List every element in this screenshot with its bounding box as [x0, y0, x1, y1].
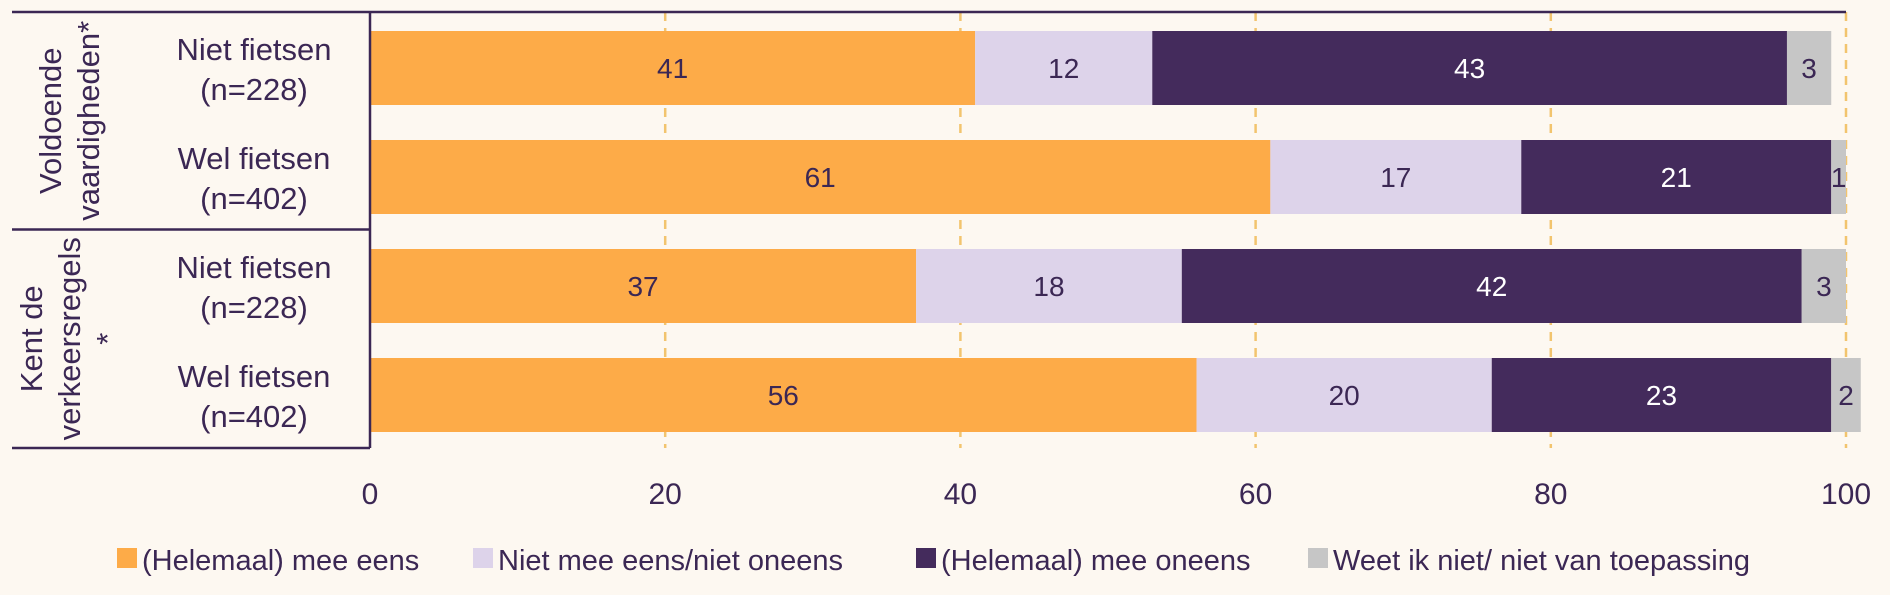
bar-g0-c1-s2 — [1521, 140, 1832, 214]
data-label-g1-c1-s2: 23 — [1646, 380, 1677, 411]
data-label-g1-c0-s2: 42 — [1476, 271, 1507, 302]
group-label-g1-line2: * — [90, 333, 125, 345]
legend-label-0: (Helemaal) mee eens — [142, 545, 419, 577]
data-label-g1-c1-s1: 20 — [1329, 380, 1360, 411]
x-tick-label-0: 0 — [362, 478, 379, 511]
bar-g1-c1-s1 — [1196, 358, 1492, 432]
bar-g0-c0-s3 — [1786, 31, 1832, 105]
category-label-g1-c0-line0: Niet fietsen — [176, 250, 331, 285]
bar-g0-c0-s2 — [1152, 31, 1787, 105]
bar-g1-c1-s2 — [1491, 358, 1832, 432]
data-label-g1-c1-s3: 2 — [1838, 380, 1854, 411]
category-label-g1-c1-line0: Wel fietsen — [178, 359, 331, 394]
bar-g1-c0-s3 — [1801, 249, 1846, 323]
group-label-g1-line1: verkeersregels — [52, 237, 87, 440]
bar-g0-c1-s3 — [1831, 140, 1846, 214]
category-label-g0-c1-line1: (n=402) — [200, 181, 308, 216]
data-label-g0-c0-s1: 12 — [1048, 53, 1079, 84]
data-label-g1-c0-s0: 37 — [627, 271, 658, 302]
data-label-g0-c1-s0: 61 — [805, 162, 836, 193]
data-label-g1-c1-s0: 56 — [768, 380, 799, 411]
legend-label-1: Niet mee eens/niet oneens — [498, 545, 843, 577]
legend-swatch-2 — [916, 548, 936, 568]
x-tick-label-100: 100 — [1821, 478, 1871, 511]
x-tick-label-60: 60 — [1239, 478, 1272, 511]
bar-g1-c1-s3 — [1831, 358, 1861, 432]
x-tick-label-80: 80 — [1534, 478, 1567, 511]
x-tick-label-40: 40 — [944, 478, 977, 511]
category-label-g0-c0-line1: (n=228) — [200, 72, 308, 107]
bar-g1-c0-s0 — [370, 249, 917, 323]
group-label-g0-line1: vaardigheden* — [71, 21, 106, 221]
bar-g1-c1-s0 — [370, 358, 1197, 432]
category-label-g1-c0-line1: (n=228) — [200, 290, 308, 325]
legend-label-3: Weet ik niet/ niet van toepassing — [1333, 545, 1750, 577]
category-label-g1-c1-line1: (n=402) — [200, 399, 308, 434]
bar-g0-c1-s1 — [1270, 140, 1522, 214]
legend-swatch-0 — [117, 548, 137, 568]
legend-swatch-3 — [1308, 548, 1328, 568]
bar-g0-c0-s0 — [370, 31, 976, 105]
data-label-g1-c0-s1: 18 — [1033, 271, 1064, 302]
legend-label-2: (Helemaal) mee oneens — [941, 545, 1250, 577]
category-label-g0-c0-line0: Niet fietsen — [176, 32, 331, 67]
group-label-g0-line0: Voldoende — [33, 47, 68, 194]
bar-g0-c0-s1 — [975, 31, 1153, 105]
bar-g1-c0-s2 — [1181, 249, 1802, 323]
legend-swatch-1 — [473, 548, 493, 568]
data-label-g0-c0-s0: 41 — [657, 53, 688, 84]
data-label-g0-c1-s2: 21 — [1661, 162, 1692, 193]
data-label-g1-c0-s3: 3 — [1816, 271, 1832, 302]
data-label-g0-c0-s3: 3 — [1801, 53, 1817, 84]
data-label-g0-c1-s1: 17 — [1380, 162, 1411, 193]
data-label-g0-c1-s3: 1 — [1831, 162, 1847, 193]
data-label-g0-c0-s2: 43 — [1454, 53, 1485, 84]
group-label-g1-line0: Kent de — [14, 285, 49, 392]
category-label-g0-c1-line0: Wel fietsen — [178, 141, 331, 176]
bar-g0-c1-s0 — [370, 140, 1271, 214]
x-tick-label-20: 20 — [649, 478, 682, 511]
bar-g1-c0-s1 — [916, 249, 1182, 323]
